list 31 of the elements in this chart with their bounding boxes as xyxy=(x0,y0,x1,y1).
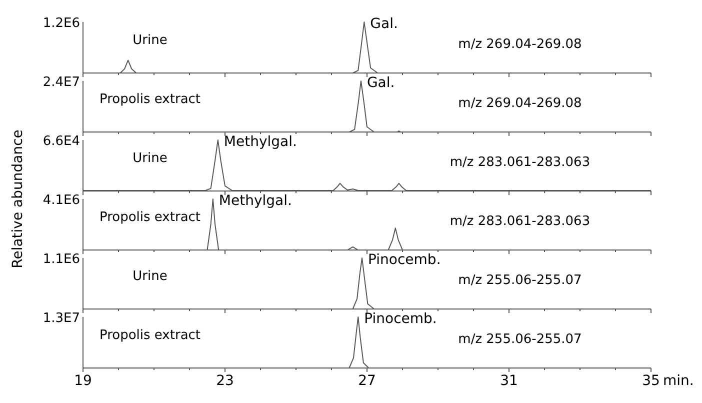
annotation: Gal. xyxy=(370,16,398,32)
annotation: Propolis extract xyxy=(99,92,201,107)
annotation: m/z 269.04-269.08 xyxy=(458,37,582,52)
annotation: m/z 283.061-283.063 xyxy=(450,155,590,170)
annotation: Gal. xyxy=(366,75,395,91)
annotation: Methylgal. xyxy=(218,193,292,209)
text: 1.3E7 xyxy=(42,311,80,326)
annotation: Urine xyxy=(132,33,168,48)
text: 1.2E6 xyxy=(42,16,80,31)
annotation: Propolis extract xyxy=(99,328,201,343)
text: 1.1E6 xyxy=(42,252,80,267)
y-axis-title: Relative abundance xyxy=(10,130,26,268)
annotation: m/z 269.04-269.08 xyxy=(458,96,582,111)
annotation: m/z 255.06-255.07 xyxy=(458,273,582,288)
annotation: m/z 255.06-255.07 xyxy=(458,332,582,347)
annotation: m/z 283.061-283.063 xyxy=(450,214,590,229)
x-tick-label: 31 xyxy=(500,373,518,389)
annotation: Propolis extract xyxy=(99,210,201,225)
annotation: Urine xyxy=(132,269,168,284)
annotation: Methylgal. xyxy=(224,134,297,150)
x-tick-label: 27 xyxy=(358,373,376,389)
x-tick-label: 19 xyxy=(74,373,92,389)
annotation: Pinocemb. xyxy=(364,311,437,327)
annotation: Urine xyxy=(132,151,168,166)
annotation: Pinocemb. xyxy=(368,252,441,268)
x-tick-label: 35 xyxy=(642,373,660,389)
x-axis-title: min. xyxy=(663,373,694,389)
text: 4.1E6 xyxy=(42,193,80,208)
text: 6.6E4 xyxy=(42,134,80,149)
x-tick-label: 23 xyxy=(216,373,234,389)
text: 2.4E7 xyxy=(42,75,80,90)
